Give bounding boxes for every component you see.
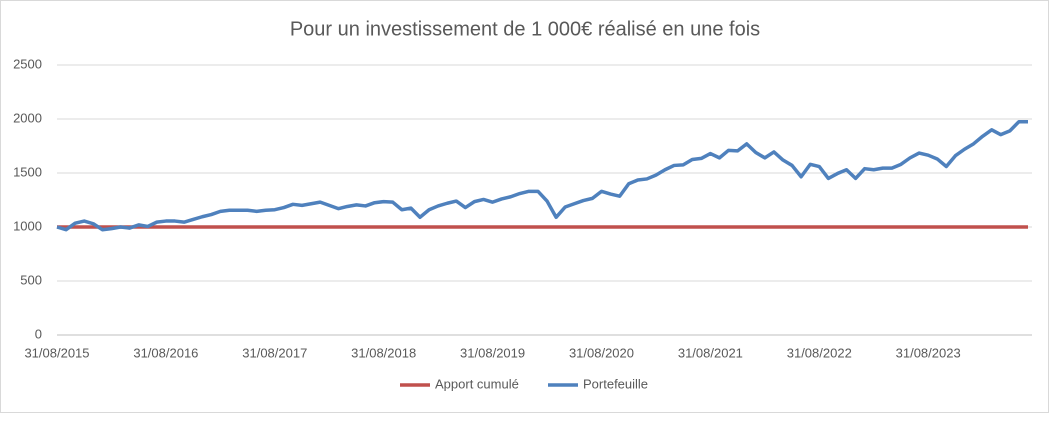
- x-tick-label: 31/08/2021: [678, 345, 743, 360]
- y-tick-label: 2000: [13, 110, 42, 125]
- y-tick-label: 1000: [13, 218, 42, 233]
- y-tick-label: 500: [20, 272, 42, 287]
- x-tick-label: 31/08/2022: [787, 345, 852, 360]
- y-tick-label: 0: [35, 326, 42, 341]
- legend-label: Portefeuille: [583, 376, 648, 391]
- chart-border: [0, 0, 1049, 413]
- x-tick-label: 31/08/2018: [351, 345, 416, 360]
- x-tick-label: 31/08/2020: [569, 345, 634, 360]
- x-tick-label: 31/08/2019: [460, 345, 525, 360]
- y-tick-label: 1500: [13, 164, 42, 179]
- line: [56, 119, 1028, 232]
- y-tick-label: 2500: [13, 56, 42, 71]
- x-tick-label: 31/08/2017: [242, 345, 307, 360]
- x-tick-label: 31/08/2015: [24, 345, 89, 360]
- x-tick-label: 31/08/2016: [133, 345, 198, 360]
- x-tick-label: 31/08/2023: [896, 345, 961, 360]
- chart-title: Pour un investissement de 1 000€ réalisé…: [290, 18, 760, 40]
- legend-label: Apport cumulé: [435, 376, 519, 391]
